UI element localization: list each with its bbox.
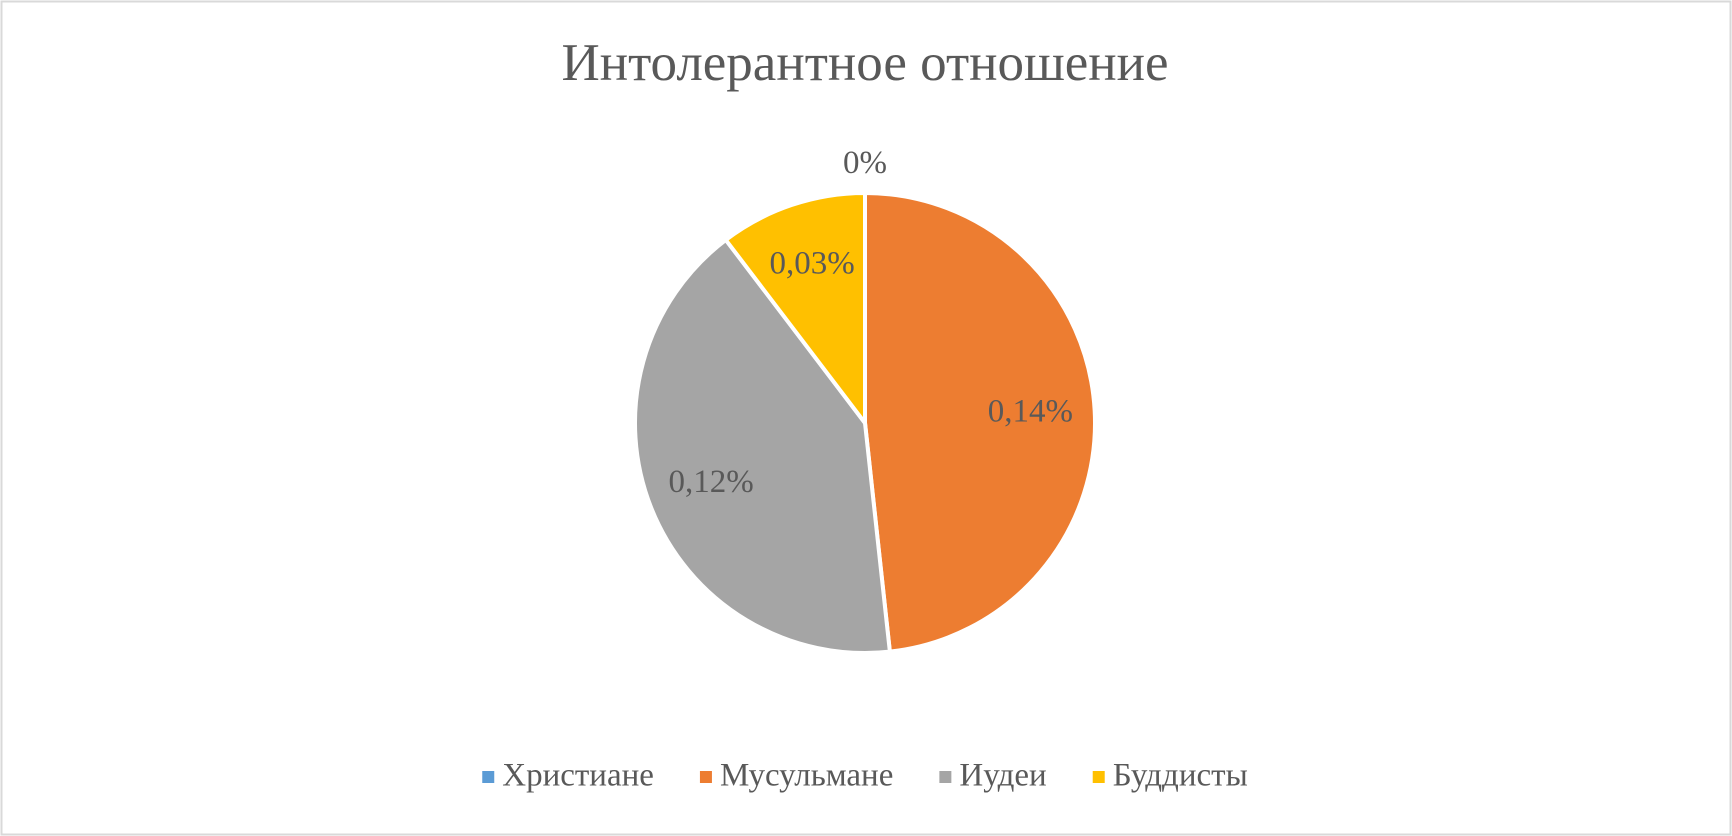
pie-slice	[723, 191, 867, 425]
legend-label: Буддисты	[1113, 758, 1248, 794]
legend-swatch	[1092, 771, 1105, 783]
data-label: 0,14%	[988, 394, 1073, 430]
pie-slice	[633, 237, 892, 655]
data-label: 0,03%	[769, 246, 854, 282]
data-label: 0,12%	[669, 464, 754, 500]
legend-swatch	[482, 771, 495, 783]
legend-label: Иудеи	[959, 758, 1046, 794]
legend-label: Христиане	[502, 758, 654, 794]
legend-swatch	[939, 771, 952, 783]
pie-slice	[863, 191, 1098, 654]
data-label: 0%	[843, 145, 887, 181]
legend-label: Мусульмане	[720, 758, 893, 794]
legend-swatch	[699, 771, 712, 783]
chart-title: Интолерантное отношение	[561, 34, 1168, 92]
